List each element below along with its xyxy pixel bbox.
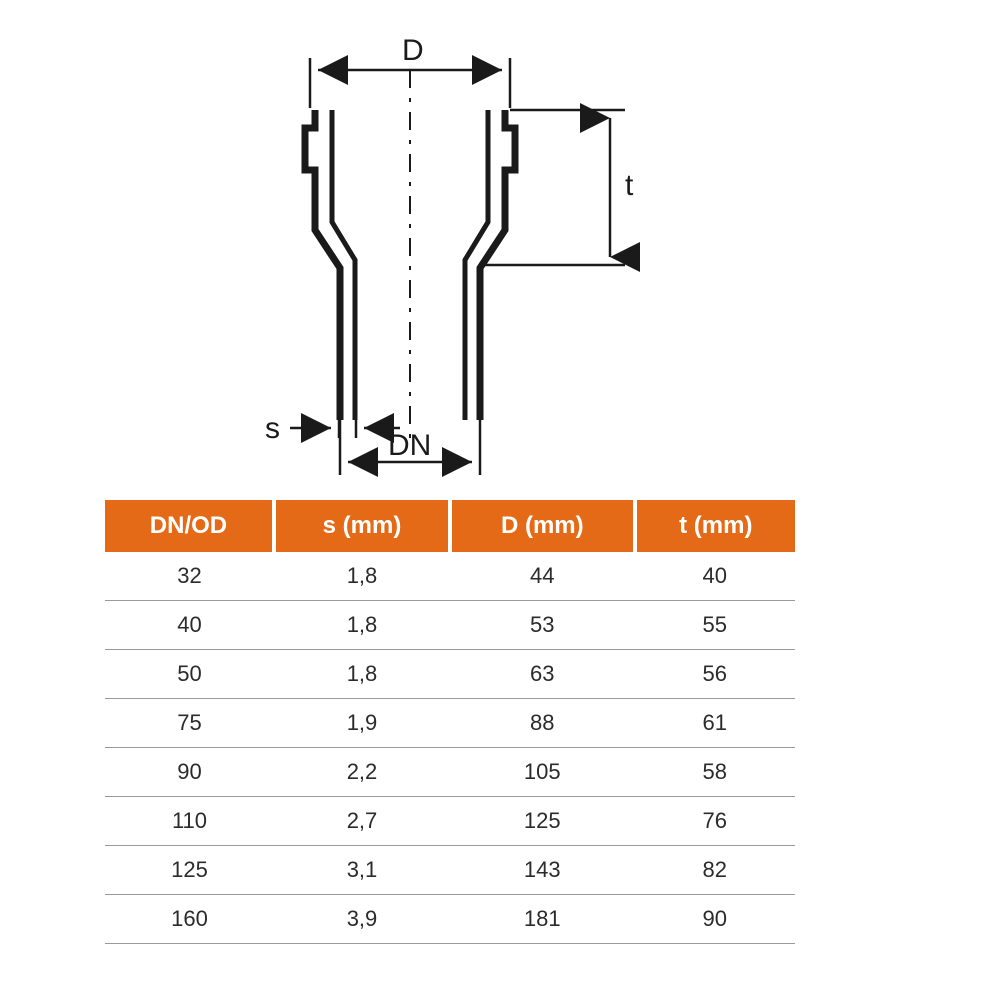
table-cell: 44 [450, 552, 635, 601]
dimensions-table: DN/ODs (mm)D (mm)t (mm) 321,84440401,853… [105, 500, 795, 944]
table-cell: 125 [105, 846, 274, 895]
table-header-cell: D (mm) [450, 500, 635, 552]
dim-label-s: s [265, 412, 280, 445]
table-cell: 40 [105, 601, 274, 650]
table-row: 401,85355 [105, 601, 795, 650]
table-header-cell: DN/OD [105, 500, 274, 552]
dim-label-D: D [402, 34, 424, 67]
table-cell: 2,7 [274, 797, 450, 846]
table-row: 1253,114382 [105, 846, 795, 895]
table-row: 321,84440 [105, 552, 795, 601]
dim-label-DN: DN [388, 429, 431, 462]
table-row: 1102,712576 [105, 797, 795, 846]
table-row: 501,86356 [105, 650, 795, 699]
table-cell: 55 [635, 601, 795, 650]
table-cell: 110 [105, 797, 274, 846]
table-row: 751,98861 [105, 699, 795, 748]
table-cell: 160 [105, 895, 274, 944]
table-cell: 181 [450, 895, 635, 944]
table-header-cell: s (mm) [274, 500, 450, 552]
table-cell: 76 [635, 797, 795, 846]
table-cell: 143 [450, 846, 635, 895]
table-cell: 88 [450, 699, 635, 748]
table-cell: 2,2 [274, 748, 450, 797]
table-cell: 90 [635, 895, 795, 944]
table-cell: 50 [105, 650, 274, 699]
table-cell: 1,8 [274, 552, 450, 601]
table-cell: 125 [450, 797, 635, 846]
table-cell: 3,1 [274, 846, 450, 895]
dim-label-t: t [625, 169, 634, 202]
table-cell: 53 [450, 601, 635, 650]
table-cell: 82 [635, 846, 795, 895]
table-cell: 105 [450, 748, 635, 797]
table-cell: 32 [105, 552, 274, 601]
table-cell: 63 [450, 650, 635, 699]
technical-diagram: D t s DN [200, 20, 720, 480]
table-cell: 58 [635, 748, 795, 797]
table-row: 902,210558 [105, 748, 795, 797]
table-cell: 56 [635, 650, 795, 699]
table-row: 1603,918190 [105, 895, 795, 944]
table-cell: 1,8 [274, 601, 450, 650]
table-cell: 75 [105, 699, 274, 748]
table-cell: 40 [635, 552, 795, 601]
table-cell: 61 [635, 699, 795, 748]
table-cell: 90 [105, 748, 274, 797]
table-cell: 1,9 [274, 699, 450, 748]
table-cell: 3,9 [274, 895, 450, 944]
table-cell: 1,8 [274, 650, 450, 699]
table-header-cell: t (mm) [635, 500, 795, 552]
